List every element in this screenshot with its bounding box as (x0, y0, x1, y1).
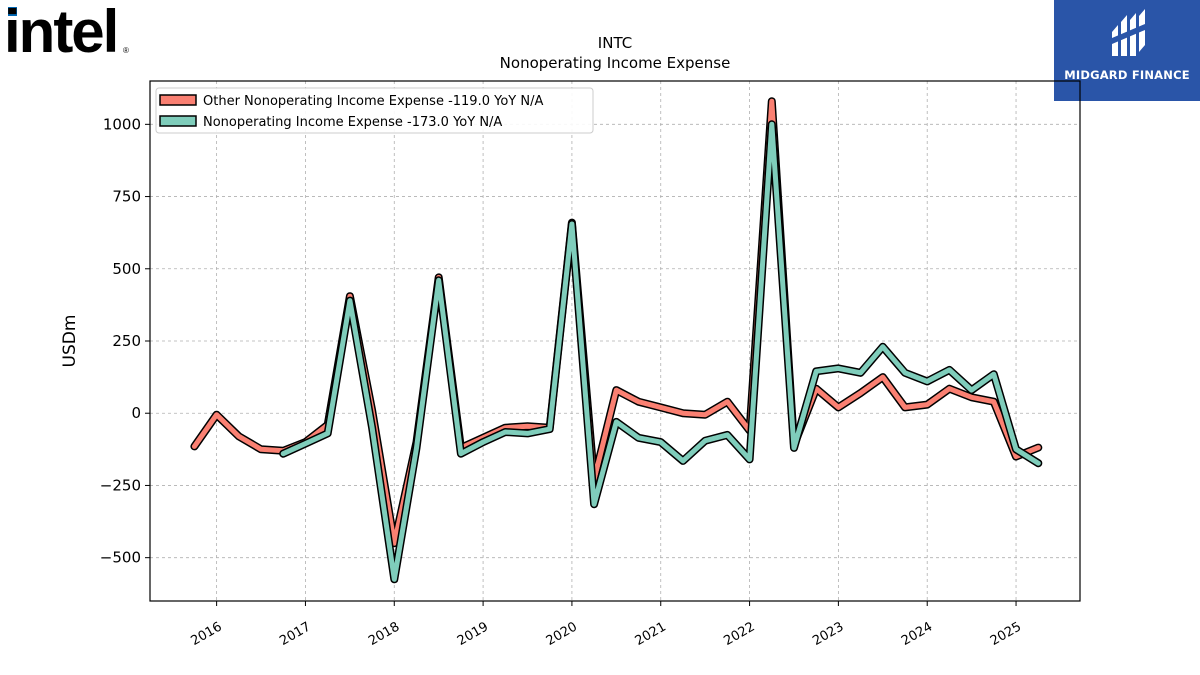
x-tick-label: 2023 (810, 619, 846, 649)
midgard-finance-logo: MIDGARD FINANCE (1054, 0, 1200, 101)
y-tick-label: 500 (112, 260, 141, 278)
x-tick-label: 2022 (721, 619, 757, 649)
series-1-point (705, 440, 706, 441)
series-1-point (682, 460, 683, 461)
x-tick-label: 2025 (988, 619, 1024, 649)
series-1-point (283, 453, 284, 454)
series-1-point (927, 381, 928, 382)
x-tick-label: 2021 (633, 619, 669, 649)
series-0-point (394, 543, 395, 544)
series-0-point (705, 414, 706, 415)
series-1-point (1038, 463, 1039, 464)
x-tick-label: 2020 (544, 619, 580, 649)
series-0-point (216, 414, 217, 415)
series-1-point (816, 371, 817, 372)
y-tick-label: 250 (112, 332, 141, 350)
series-0-point (993, 401, 994, 402)
legend-swatch (159, 94, 197, 106)
series-1-point (771, 124, 772, 125)
series-1-point (349, 300, 350, 301)
series-1-point (416, 447, 417, 448)
series-1-point (860, 372, 861, 373)
series-0-point (527, 426, 528, 427)
series-0-point (260, 449, 261, 450)
intel-logo: intel ® (4, 0, 134, 65)
series-1-point (793, 447, 794, 448)
series-1-point (527, 433, 528, 434)
series-lines (190, 97, 1043, 584)
intel-logo-text: intel (4, 2, 117, 58)
legend-swatch (159, 115, 197, 127)
series-0-point (971, 397, 972, 398)
x-tick-label: 2017 (277, 619, 313, 649)
series-1-point (882, 346, 883, 347)
series-1-point (483, 442, 484, 443)
y-tick-label: 750 (112, 188, 141, 206)
series-0-point (860, 392, 861, 393)
x-tick-label: 2018 (366, 619, 402, 649)
y-tick-label: 1000 (103, 115, 141, 133)
x-tick-label: 2016 (188, 619, 224, 649)
midgard-mark-icon (1112, 9, 1145, 56)
series-1-point (394, 579, 395, 580)
series-1-point (460, 453, 461, 454)
series-1-point (949, 369, 950, 370)
series-1-point (571, 223, 572, 224)
series-0-point (816, 388, 817, 389)
series-1-point (594, 504, 595, 505)
series-0-point (838, 407, 839, 408)
series-0-point (771, 101, 772, 102)
series-1-point (749, 459, 750, 460)
series-1-point (505, 431, 506, 432)
series-0-point (194, 446, 195, 447)
intel-logo-dot (8, 7, 17, 16)
series-1-point (638, 437, 639, 438)
legend-label: Nonoperating Income Expense -173.0 YoY N… (203, 115, 502, 130)
chart-title: INTC (598, 34, 632, 52)
series-0-point (616, 390, 617, 391)
series-1-point (660, 442, 661, 443)
series-0-point (660, 407, 661, 408)
series-1-point (327, 433, 328, 434)
series-1-point (971, 390, 972, 391)
series-0-point (727, 401, 728, 402)
series-1-point (372, 427, 373, 428)
series-1-point (1015, 449, 1016, 450)
series-1-point (305, 443, 306, 444)
intel-logo-registered: ® (123, 46, 129, 55)
series-1-point (838, 368, 839, 369)
y-axis-label: USDm (60, 315, 80, 368)
y-tick-label: −500 (100, 549, 141, 567)
legend-box (155, 87, 594, 134)
series-0-point (1015, 456, 1016, 457)
midgard-finance-text: MIDGARD FINANCE (1064, 68, 1190, 82)
x-tick-label: 2019 (455, 619, 491, 649)
series-0-point (927, 404, 928, 405)
grid (150, 81, 1080, 601)
y-tick-label: 0 (131, 404, 141, 422)
series-1-point (438, 280, 439, 281)
chart-subtitle: Nonoperating Income Expense (500, 54, 731, 72)
series-0-point (949, 388, 950, 389)
series-0-line (191, 98, 1041, 546)
series-1-line (280, 121, 1041, 582)
series-0-point (238, 436, 239, 437)
series-1-point (616, 421, 617, 422)
legend: Other Nonoperating Income Expense -119.0… (155, 87, 594, 134)
series-1-point (904, 372, 905, 373)
series-1-point (549, 429, 550, 430)
x-tick-label: 2024 (899, 619, 935, 649)
series-0-point (904, 407, 905, 408)
legend-label: Other Nonoperating Income Expense -119.0… (203, 94, 543, 109)
series-0-point (638, 401, 639, 402)
series-1-point (727, 434, 728, 435)
series-1-point (993, 374, 994, 375)
series-0-outline (190, 97, 1043, 548)
y-tick-label: −250 (100, 476, 141, 494)
series-0-point (682, 413, 683, 414)
series-0-point (1038, 447, 1039, 448)
series-0-point (882, 377, 883, 378)
